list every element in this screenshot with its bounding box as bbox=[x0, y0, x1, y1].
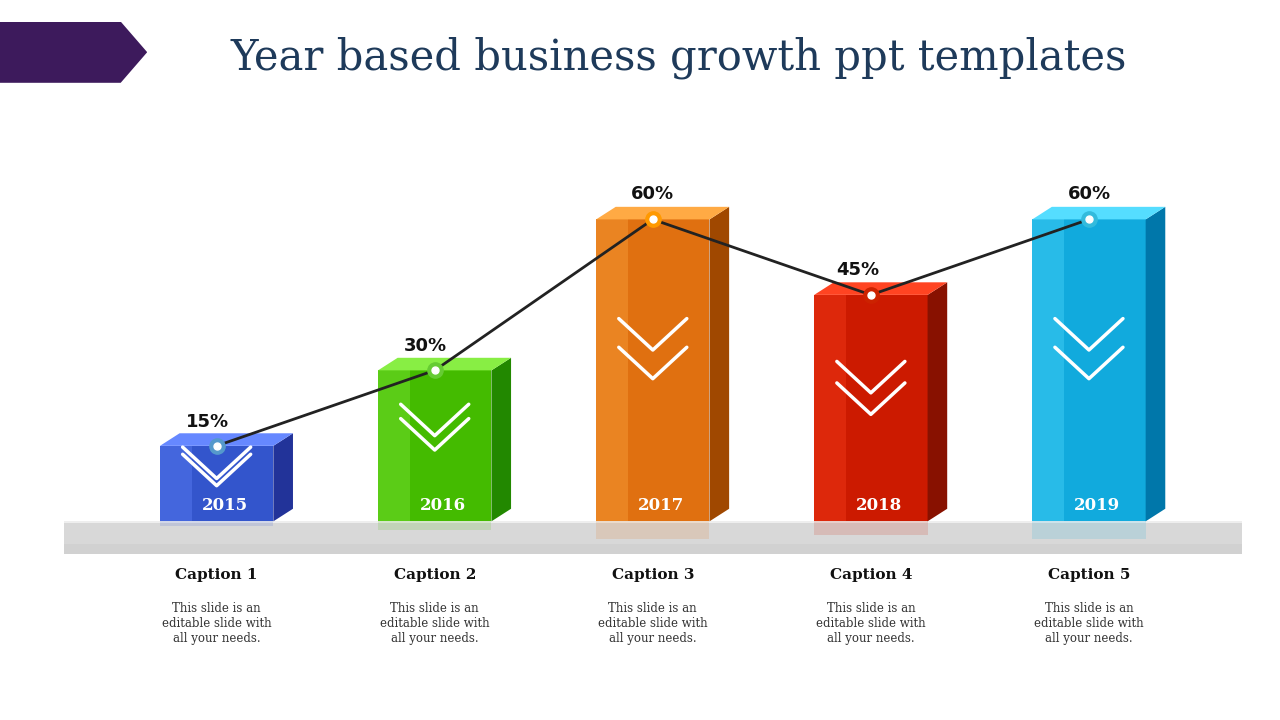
Text: This slide is an
editable slide with
all your needs.: This slide is an editable slide with all… bbox=[1034, 603, 1144, 646]
Bar bbox=[814, 295, 846, 521]
Polygon shape bbox=[814, 282, 947, 295]
Bar bbox=[64, 521, 1242, 523]
Text: Caption 2: Caption 2 bbox=[393, 568, 476, 582]
Text: This slide is an
editable slide with
all your needs.: This slide is an editable slide with all… bbox=[380, 603, 489, 646]
Text: Year based business growth ppt templates: Year based business growth ppt templates bbox=[230, 36, 1126, 79]
Text: Caption 5: Caption 5 bbox=[1048, 568, 1130, 582]
Bar bbox=[160, 446, 274, 521]
Bar bbox=[1032, 220, 1064, 521]
Text: Caption 1: Caption 1 bbox=[175, 568, 257, 582]
Polygon shape bbox=[378, 358, 511, 370]
Bar bbox=[160, 521, 274, 526]
Bar bbox=[1032, 220, 1146, 521]
Bar bbox=[64, 521, 1242, 554]
Polygon shape bbox=[928, 282, 947, 521]
Text: 60%: 60% bbox=[631, 185, 675, 203]
Polygon shape bbox=[274, 433, 293, 521]
Text: Caption 4: Caption 4 bbox=[829, 568, 913, 582]
Text: 60%: 60% bbox=[1068, 185, 1111, 203]
Text: 30%: 30% bbox=[404, 337, 447, 355]
Text: This slide is an
editable slide with
all your needs.: This slide is an editable slide with all… bbox=[817, 603, 925, 646]
Text: 2018: 2018 bbox=[855, 497, 902, 514]
Bar bbox=[1032, 521, 1146, 539]
Polygon shape bbox=[1146, 207, 1165, 521]
Bar bbox=[596, 220, 709, 521]
Text: 2019: 2019 bbox=[1074, 497, 1120, 514]
Bar bbox=[814, 295, 928, 521]
Polygon shape bbox=[0, 22, 147, 83]
Polygon shape bbox=[596, 207, 730, 220]
Text: This slide is an
editable slide with
all your needs.: This slide is an editable slide with all… bbox=[598, 603, 708, 646]
Bar bbox=[160, 446, 192, 521]
Bar bbox=[64, 544, 1242, 554]
Polygon shape bbox=[160, 433, 293, 446]
Text: 45%: 45% bbox=[836, 261, 879, 279]
Bar bbox=[596, 521, 709, 539]
Text: 2016: 2016 bbox=[420, 497, 466, 514]
Polygon shape bbox=[1032, 207, 1165, 220]
Bar bbox=[596, 220, 628, 521]
Text: 2015: 2015 bbox=[201, 497, 247, 514]
Text: 15%: 15% bbox=[186, 413, 229, 431]
Text: This slide is an
editable slide with
all your needs.: This slide is an editable slide with all… bbox=[161, 603, 271, 646]
Bar bbox=[378, 521, 492, 531]
Text: 2017: 2017 bbox=[637, 497, 684, 514]
Bar bbox=[378, 370, 492, 521]
Polygon shape bbox=[709, 207, 730, 521]
Bar bbox=[814, 521, 928, 535]
Text: Caption 3: Caption 3 bbox=[612, 568, 694, 582]
Polygon shape bbox=[492, 358, 511, 521]
Bar bbox=[378, 370, 410, 521]
